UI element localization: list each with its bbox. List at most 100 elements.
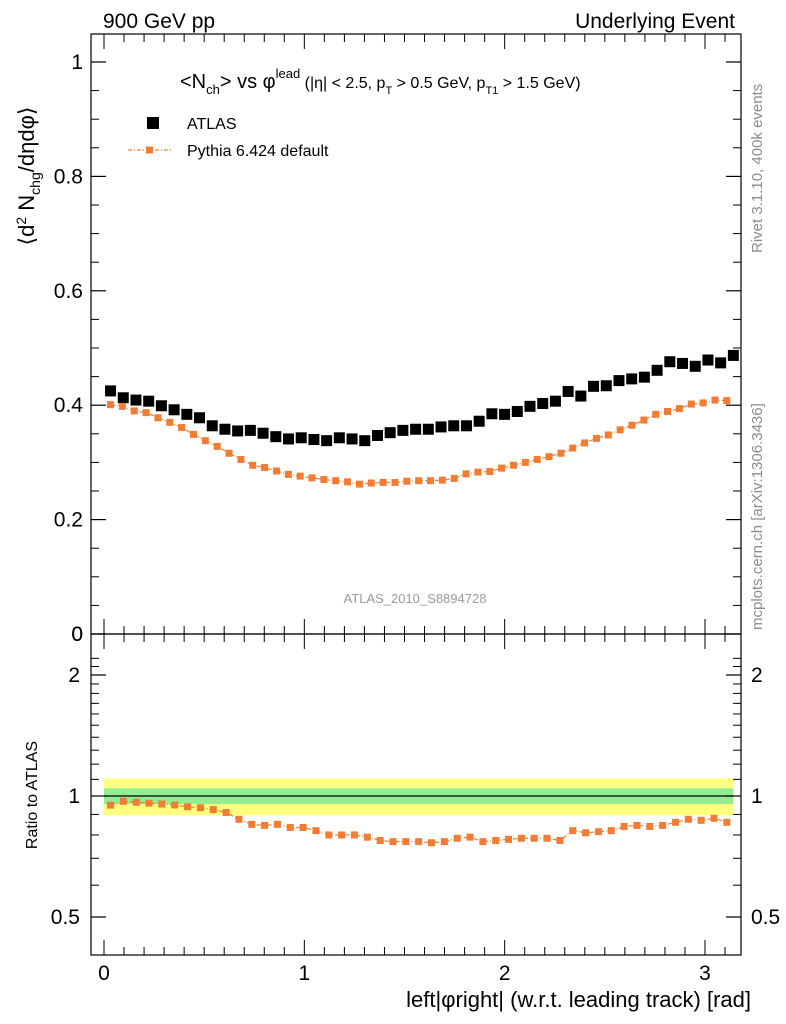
pythia-point xyxy=(604,431,612,439)
ratio-pythia-point xyxy=(684,815,692,823)
pythia-point xyxy=(415,477,423,485)
atlas-point xyxy=(384,427,396,439)
ratio-pythia-point xyxy=(184,803,192,811)
ratio-pythia-point xyxy=(415,838,423,846)
pythia-point xyxy=(391,478,399,486)
orange-square-dash-icon xyxy=(146,146,153,154)
pythia-point xyxy=(225,449,233,457)
ratio-pythia-point xyxy=(363,833,371,841)
atlas-point xyxy=(677,357,689,369)
atlas-point xyxy=(613,375,625,387)
atlas-point xyxy=(562,385,574,397)
pythia-point xyxy=(699,399,707,407)
pythia-point xyxy=(474,468,482,476)
pythia-point xyxy=(308,474,316,482)
pythia-point xyxy=(154,414,162,422)
atlas-point xyxy=(460,420,472,432)
ratio-pythia-point xyxy=(543,834,551,842)
atlas-point xyxy=(168,404,180,416)
ratio-pythia-point xyxy=(338,831,346,839)
ratio-frame xyxy=(90,633,742,956)
atlas-point xyxy=(143,395,155,407)
ratio-pythia-point xyxy=(633,821,641,829)
legend-label-pythia: Pythia 6.424 default xyxy=(187,143,329,160)
x-tick-label: 3 xyxy=(699,962,711,985)
ratio-pythia-point xyxy=(453,834,461,842)
atlas-point xyxy=(219,423,231,435)
pythia-point xyxy=(344,478,352,486)
ratio-pythia-point xyxy=(582,829,590,837)
atlas-point xyxy=(715,357,727,369)
pythia-point xyxy=(545,453,553,461)
pythia-point xyxy=(533,456,541,464)
legend-label-atlas: ATLAS xyxy=(187,116,237,133)
ratio-pythia-point xyxy=(492,837,500,845)
ratio-pythia-point xyxy=(235,815,243,823)
header-left: 900 GeV pp xyxy=(103,10,215,33)
ratio-pythia-point xyxy=(158,800,166,808)
ratio-pythia-point xyxy=(389,838,397,846)
atlas-point xyxy=(588,380,600,392)
ratio-pythia-point xyxy=(261,821,269,829)
main-y-zero-label: 0 xyxy=(71,623,83,646)
ratio-pythia-point xyxy=(222,808,230,816)
atlas-point xyxy=(359,435,371,447)
pythia-point xyxy=(142,409,150,417)
atlas-point xyxy=(727,349,739,361)
atlas-point xyxy=(410,423,422,435)
atlas-point xyxy=(181,408,193,420)
pythia-point xyxy=(367,479,375,487)
pythia-point xyxy=(237,456,245,464)
pythia-point xyxy=(355,480,363,488)
ratio-data-marks xyxy=(107,797,731,847)
pythia-point xyxy=(486,468,494,476)
atlas-point xyxy=(638,371,650,383)
analysis-watermark: ATLAS_2010_S8894728 xyxy=(344,591,487,606)
ratio-pythia-point xyxy=(196,804,204,812)
ratio-pythia-point xyxy=(402,838,410,846)
atlas-point xyxy=(257,427,269,439)
pythia-point xyxy=(118,402,126,410)
pythia-point xyxy=(557,449,565,457)
atlas-point xyxy=(422,423,434,435)
pythia-point xyxy=(178,424,186,432)
ratio-pythia-point xyxy=(710,814,718,822)
ratio-pythia-point xyxy=(697,816,705,824)
ratio-pythia-point xyxy=(107,801,115,809)
atlas-point xyxy=(473,415,485,427)
ratio-pythia-point xyxy=(248,820,256,828)
ratio-pythia-point xyxy=(299,823,307,831)
atlas-point xyxy=(270,431,282,443)
main-y-tick-label: 0.2 xyxy=(54,509,83,532)
ratio-uncertainty-bands xyxy=(104,778,734,816)
main-y-axis-title: ⟨d2 Nchg/dηdφ⟩ xyxy=(13,107,43,246)
atlas-point xyxy=(397,424,409,436)
pythia-point xyxy=(521,458,529,466)
ratio-pythia-point xyxy=(530,834,538,842)
pythia-point xyxy=(403,477,411,485)
pythia-point xyxy=(332,477,340,485)
pythia-point xyxy=(687,400,695,408)
ratio-y-tick-label: 2 xyxy=(68,664,80,687)
atlas-point xyxy=(664,356,676,368)
x-tick-label: 2 xyxy=(499,962,511,985)
pythia-point xyxy=(249,461,257,469)
main-axis-ticks xyxy=(91,34,741,635)
ratio-pythia-point xyxy=(440,838,448,846)
main-y-tick-labels: 0 0.2 0.4 0.6 0.8 1 xyxy=(54,51,84,646)
ratio-axis-ticks xyxy=(91,634,741,955)
atlas-point xyxy=(448,420,460,432)
ratio-pythia-point xyxy=(556,837,564,845)
pythia-point xyxy=(652,410,660,418)
pythia-point xyxy=(296,472,304,480)
pythia-point xyxy=(592,434,600,442)
atlas-point xyxy=(308,434,320,446)
atlas-point xyxy=(282,433,294,445)
ratio-pythia-point xyxy=(659,821,667,829)
ratio-pythia-point xyxy=(646,822,654,830)
main-panel: 0 0.2 0.4 0.6 0.8 1 ⟨d2 Nchg/dηdφ⟩ <Nch> vs φ… xyxy=(13,33,742,646)
main-title: <Nch> vs φlead (|η| < 2.5, pT > 0.5 GeV,… xyxy=(180,66,581,97)
atlas-point xyxy=(600,380,612,392)
ratio-pythia-point xyxy=(607,827,615,835)
